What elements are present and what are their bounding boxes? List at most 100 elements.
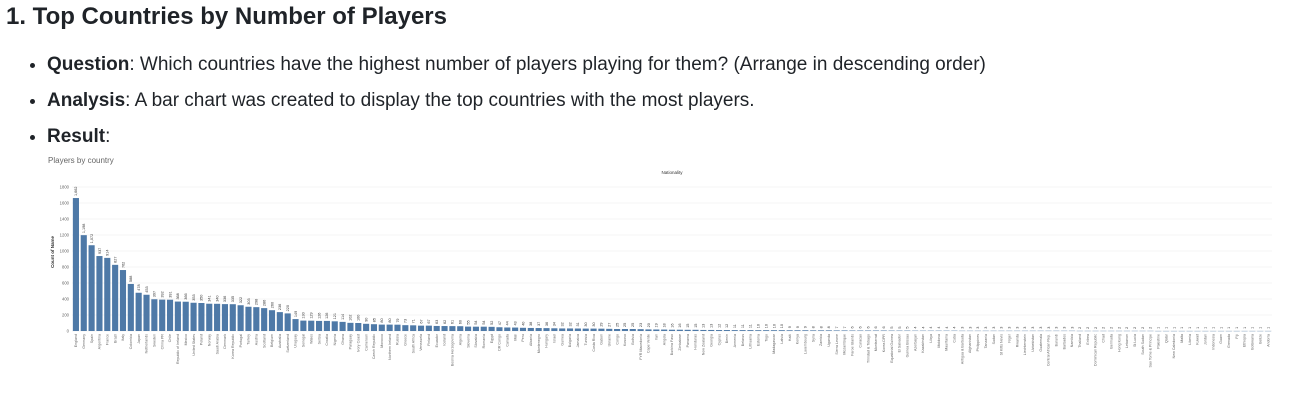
data-label: 7 <box>835 326 839 328</box>
y-tick-label: 1000 <box>60 249 70 254</box>
data-label: 2 <box>1141 327 1145 329</box>
y-tick-label: 1800 <box>60 185 70 190</box>
data-label: 3 <box>1039 327 1043 329</box>
bars <box>73 198 1271 331</box>
x-tick-label: France <box>105 334 109 345</box>
data-label: 1 <box>1157 327 1161 329</box>
x-tick-label: South Sudan <box>1141 334 1145 355</box>
data-label: 2 <box>1094 327 1098 329</box>
x-tick-label: Spain <box>90 334 94 343</box>
x-tick-label: Benin <box>725 334 729 343</box>
data-label: 36 <box>545 322 549 326</box>
x-tick-label: Kosovo <box>623 334 627 346</box>
x-tick-label: Angola <box>662 334 666 345</box>
data-label: 67 <box>427 319 431 323</box>
x-tick-label: Ghana <box>341 334 345 345</box>
data-label: 3 <box>992 327 996 329</box>
bar <box>716 330 722 331</box>
x-tick-label: Hungary <box>545 334 549 348</box>
x-tick-label: Bosnia Herzegovina <box>451 334 455 366</box>
data-label: 4 <box>913 327 917 329</box>
data-label: 40 <box>521 322 525 326</box>
x-tick-label: Cyprus <box>717 334 721 346</box>
bar <box>120 270 126 331</box>
data-label: 61 <box>451 320 455 324</box>
y-tick-label: 1400 <box>60 217 70 222</box>
bar <box>669 330 675 331</box>
x-tick-label: Liechtenstein <box>1023 334 1027 355</box>
bar <box>449 326 455 331</box>
data-label: 44 <box>506 321 510 325</box>
y-tick-label: 200 <box>62 313 70 318</box>
bar <box>787 330 793 331</box>
x-tick-label: Niger <box>1007 333 1011 342</box>
bar <box>692 330 698 331</box>
x-tick-label: Norway <box>207 334 211 346</box>
data-label: 2 <box>1125 327 1129 329</box>
x-tick-label: Montserrat <box>874 334 878 351</box>
x-tick-label: Argentina <box>98 334 102 349</box>
data-label: 397 <box>153 291 157 297</box>
data-label: 1 <box>1211 327 1215 329</box>
bar <box>394 325 400 331</box>
x-tick-label: Latvia <box>780 334 784 344</box>
x-tick-label: Switzerland <box>286 334 290 353</box>
data-label: 3 <box>1031 327 1035 329</box>
data-label: 23 <box>639 323 643 327</box>
x-tick-label: Palestine <box>1156 334 1160 349</box>
x-tick-label: Indonesia <box>1211 334 1215 350</box>
chart-container: Players by country Nationality Count of … <box>40 150 1280 400</box>
bar <box>347 323 353 331</box>
x-tick-label: Lithuania <box>749 334 753 349</box>
data-label: 15 <box>694 324 698 328</box>
x-tick-label: China PR <box>160 334 164 350</box>
data-label: 130 <box>302 312 306 318</box>
data-label: 3 <box>968 327 972 329</box>
bar <box>779 330 785 331</box>
bar <box>340 322 346 331</box>
data-label: 80 <box>388 318 392 322</box>
bullet-list: Question: Which countries have the highe… <box>27 52 1287 160</box>
bar <box>528 328 534 331</box>
data-label: 1 <box>1259 327 1263 329</box>
x-tick-label: Trinidad & Tobago <box>866 334 870 363</box>
x-tick-label: Zambia <box>819 334 823 346</box>
x-tick-label: Cameroon <box>364 334 368 351</box>
data-label: 13 <box>710 324 714 328</box>
data-label: 71 <box>411 319 415 323</box>
x-tick-label: Denmark <box>223 334 227 349</box>
data-label: 3 <box>1062 327 1066 329</box>
data-label: 3 <box>960 327 964 329</box>
data-label: 3 <box>1023 327 1027 329</box>
data-label: 4 <box>929 327 933 329</box>
data-label: 914 <box>106 250 110 256</box>
x-tick-label: Mauritania <box>945 334 949 351</box>
bar <box>363 324 369 331</box>
data-label: 9 <box>796 326 800 328</box>
data-label: 38 <box>529 322 533 326</box>
x-tick-label: Uganda <box>827 334 831 347</box>
result-item: Result: <box>47 124 1287 150</box>
x-tick-label: Luxembourg <box>804 334 808 354</box>
bar <box>802 330 808 331</box>
data-label: 32 <box>568 322 572 326</box>
data-label: 5 <box>906 326 910 328</box>
x-tick-label: Korea Republic <box>231 334 235 359</box>
bar <box>677 330 683 331</box>
x-tick-label: Serbia <box>317 334 321 344</box>
x-tick-label: Tanzania <box>984 334 988 348</box>
x-tick-label: Belgium <box>270 334 274 347</box>
data-label: 8 <box>827 326 831 328</box>
x-tick-label: Scotland <box>262 334 266 348</box>
data-label: 55 <box>466 320 470 324</box>
y-tick-label: 600 <box>62 281 70 286</box>
x-tick-label: Armenia <box>733 334 737 347</box>
bar <box>747 330 753 331</box>
bar <box>810 330 816 331</box>
data-label: 11 <box>749 324 753 328</box>
bar <box>292 319 298 331</box>
bar <box>520 328 526 331</box>
x-tick-label: Barbados <box>1062 334 1066 350</box>
data-label: 1 <box>1219 327 1223 329</box>
x-tick-label: Ethiopia <box>1243 334 1247 347</box>
